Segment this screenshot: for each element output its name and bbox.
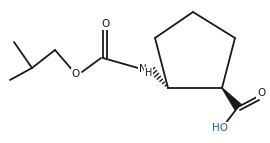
Text: H: H [145,68,152,78]
Text: N: N [139,64,147,74]
Text: O: O [101,19,109,29]
Text: O: O [72,69,80,79]
Polygon shape [222,88,241,110]
Text: O: O [257,88,265,98]
Text: HO: HO [212,123,228,133]
